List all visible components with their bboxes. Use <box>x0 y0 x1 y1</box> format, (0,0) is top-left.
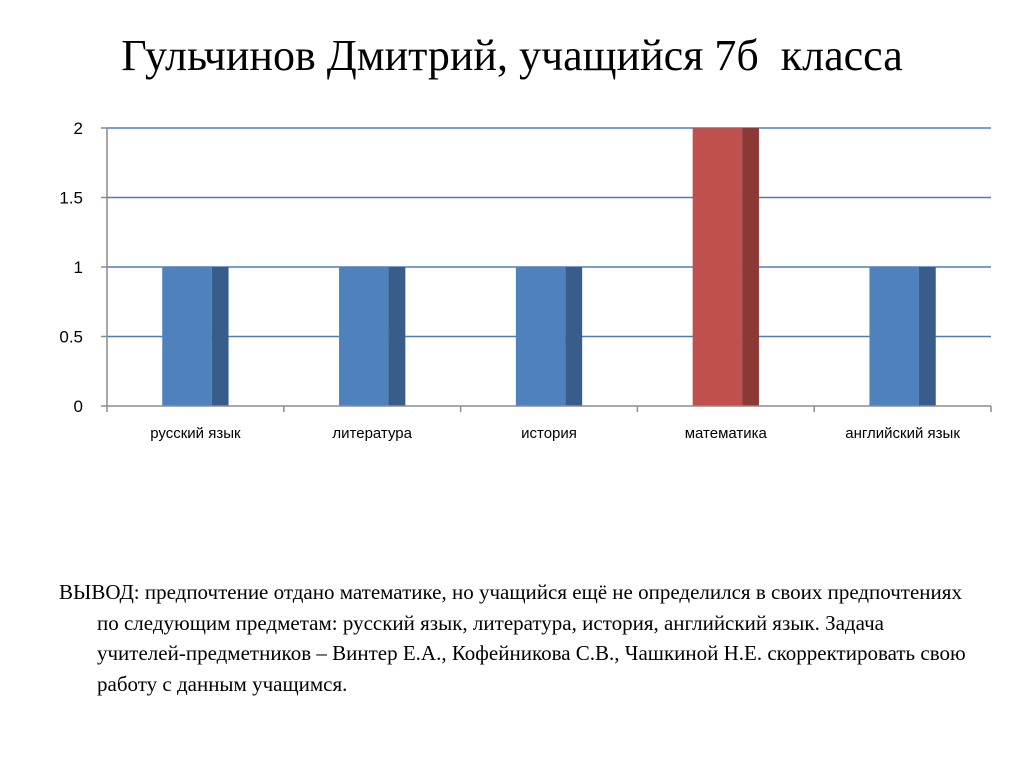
x-category-label: русский язык <box>150 425 241 442</box>
axis-labels: 0 0.5 1 1.5 2 русский язык литература история ма… <box>59 119 960 442</box>
conclusion-text: ВЫВОД: предпочтение отдано математике, н… <box>59 580 966 696</box>
x-category-label: литература <box>332 425 412 442</box>
bar <box>515 267 566 406</box>
y-tick-label: 1.5 <box>59 189 83 208</box>
bar <box>339 267 389 406</box>
bar <box>162 267 212 406</box>
x-category-label: история <box>521 425 577 442</box>
x-category-label: английский язык <box>845 425 960 442</box>
bar-side <box>211 267 229 406</box>
bar-side <box>388 267 406 406</box>
x-category-label: математика <box>685 425 768 442</box>
bar-side <box>918 267 936 406</box>
bars <box>162 128 936 406</box>
y-tick-label: 1 <box>74 258 83 277</box>
bar-chart: 0 0.5 1 1.5 2 русский язык литература история ма… <box>59 119 992 442</box>
y-tick-label: 0 <box>74 397 83 416</box>
y-tick-label: 0.5 <box>59 328 83 347</box>
bar-side <box>565 267 583 406</box>
axes <box>101 127 992 412</box>
bar <box>869 267 919 406</box>
bar <box>692 128 743 406</box>
y-tick-label: 2 <box>74 119 83 138</box>
slide-title: Гульчинов Дмитрий, учащийся 7б класса <box>121 31 903 80</box>
bar-side <box>742 128 759 406</box>
